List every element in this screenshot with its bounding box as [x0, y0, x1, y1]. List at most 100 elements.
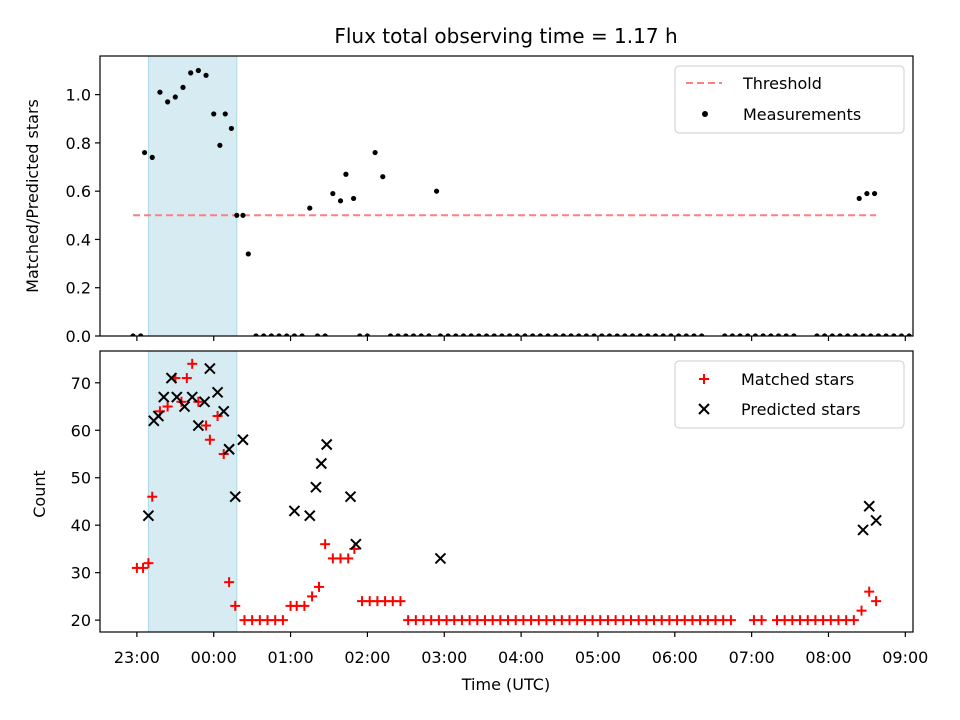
measurement-point: [814, 333, 820, 336]
measurement-point: [737, 333, 743, 336]
measurement-point: [234, 212, 240, 218]
measurement-point: [768, 333, 774, 336]
matched-star-point: [299, 600, 310, 611]
measurement-point: [157, 89, 163, 95]
matched-star-point: [848, 615, 859, 626]
measurement-point: [845, 333, 851, 336]
measurement-point: [350, 195, 357, 202]
predicted-star-point: [223, 443, 235, 455]
measurement-point: [852, 333, 858, 336]
measurement-point: [203, 72, 209, 78]
x-tick-label: 09:00: [882, 648, 928, 667]
predicted-star-point: [863, 500, 875, 512]
measurement-point: [460, 333, 467, 336]
measurement-point: [130, 333, 136, 336]
measurement-point: [240, 212, 246, 218]
legend-matched-label: Matched stars: [741, 370, 854, 389]
matched-star-point: [138, 562, 149, 573]
measurement-point: [745, 333, 751, 336]
x-tick-label: 04:00: [498, 648, 544, 667]
measurement-point: [372, 149, 378, 156]
measurement-point: [357, 333, 363, 336]
x-tick-label: 00:00: [191, 648, 237, 667]
measurement-point: [410, 333, 417, 336]
bottom-y-tick-label: 30: [71, 564, 91, 583]
top-y-tick-label: 1.0: [66, 86, 91, 105]
x-tick-label: 02:00: [344, 648, 390, 667]
measurement-point: [883, 333, 889, 336]
measurement-point: [403, 333, 409, 336]
measurement-point: [506, 333, 513, 336]
measurement-point: [211, 111, 217, 117]
measurement-point: [583, 333, 590, 336]
top-y-tick-label: 0.4: [66, 230, 91, 249]
measurement-point: [691, 333, 697, 336]
measurement-point: [856, 195, 862, 202]
measurement-point: [699, 333, 705, 336]
legend-predicted-swatch: [698, 403, 710, 415]
measurement-point: [553, 333, 559, 336]
predicted-star-point: [344, 491, 357, 503]
measurement-point: [222, 111, 228, 117]
predicted-star-point: [237, 434, 249, 446]
measurement-point: [775, 333, 782, 336]
measurement-point: [668, 333, 674, 336]
measurement-point: [268, 333, 274, 336]
predicted-star-point: [288, 505, 301, 517]
measurement-point: [606, 333, 613, 336]
measurement-point: [491, 333, 497, 336]
matched-star-point: [230, 600, 241, 611]
measurement-point: [330, 190, 336, 197]
predicted-star-point: [158, 391, 170, 403]
bottom-y-tick-label: 70: [71, 374, 91, 393]
predicted-star-point: [218, 405, 230, 417]
measurement-point: [322, 333, 328, 336]
measurement-point: [380, 174, 386, 180]
measurement-point: [537, 333, 543, 336]
predicted-star-point: [204, 362, 216, 375]
bottom-y-ticks: 20 30 40 50 60 70: [71, 374, 100, 630]
top-y-axis-label: Matched/Predicted stars: [23, 99, 42, 293]
measurement-point: [752, 333, 759, 336]
measurement-point: [875, 333, 882, 336]
measurement-point: [307, 205, 313, 211]
measurement-point: [426, 333, 432, 336]
measurement-point: [722, 333, 728, 336]
matched-star-point: [871, 596, 882, 607]
measurement-point: [522, 333, 528, 336]
predicted-star-point: [211, 386, 224, 399]
measurement-point: [822, 333, 828, 336]
top-shaded-interval: [147, 56, 238, 336]
predicted-star-point: [192, 419, 205, 432]
x-tick-label: 07:00: [729, 648, 775, 667]
top-shade-rect: [147, 56, 238, 336]
legend-predicted-label: Predicted stars: [741, 400, 861, 419]
x-tick-label: 03:00: [421, 648, 467, 667]
matched-star-point: [212, 411, 223, 422]
top-y-tick-label: 0.6: [66, 182, 91, 201]
measurement-point: [483, 333, 490, 336]
matched-star-point: [756, 615, 767, 626]
measurement-point: [868, 333, 874, 336]
top-y-tick-label: 0.0: [66, 327, 91, 346]
measurement-point: [645, 333, 651, 336]
measurement-point: [891, 333, 897, 336]
legend-matched-swatch: [699, 374, 709, 384]
predicted-star-point: [870, 514, 882, 527]
matched-star-point: [307, 591, 318, 602]
measurement-point: [165, 99, 171, 105]
measurement-point: [683, 333, 689, 336]
predicted-star-point: [229, 491, 241, 503]
measurement-point: [195, 67, 201, 74]
x-tick-label: 23:00: [114, 648, 160, 667]
measurement-point: [314, 333, 321, 336]
measurement-point: [149, 154, 155, 160]
matched-star-point: [218, 449, 229, 460]
matched-star-point: [343, 553, 354, 564]
matched-star-point: [204, 434, 215, 445]
measurement-point: [591, 333, 597, 336]
measurement-point: [652, 333, 659, 336]
legend-threshold-label: Threshold: [742, 74, 822, 93]
predicted-star-point: [304, 510, 316, 522]
predicted-star-point: [857, 524, 869, 536]
